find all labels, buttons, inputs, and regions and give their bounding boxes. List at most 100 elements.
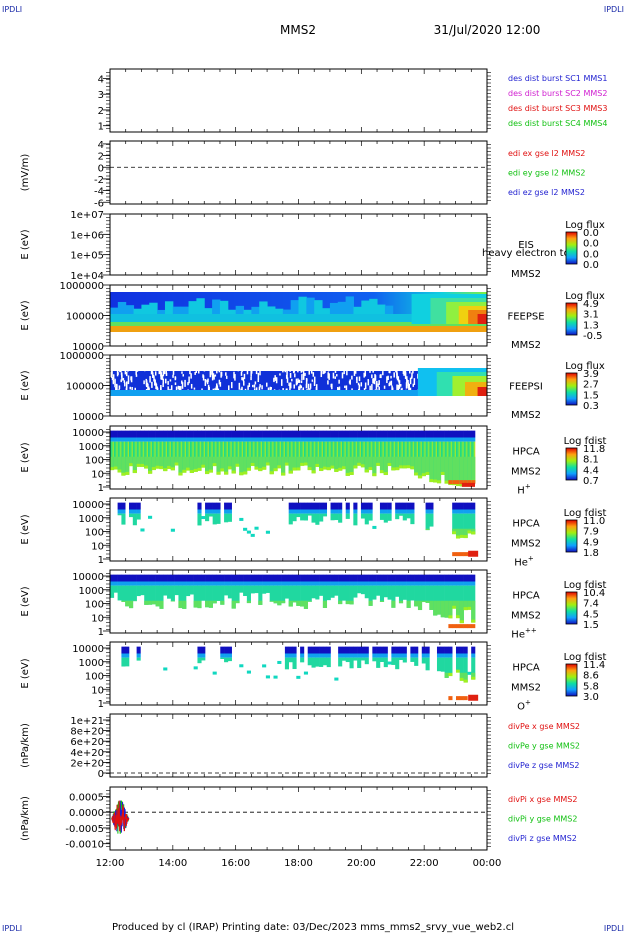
- spectrum-cell: [136, 581, 141, 586]
- spectrum-cell: [307, 600, 312, 602]
- colorbar-tick-label: 0.0: [583, 239, 599, 250]
- spectrum-cell: [425, 502, 430, 510]
- spectrum-cell: [463, 456, 468, 487]
- spectrum-cell: [288, 600, 293, 607]
- spectrum-cell: [193, 437, 198, 442]
- spectrum-cell: [387, 437, 392, 442]
- spectrum-cell: [208, 365, 210, 370]
- spectrum-cell: [125, 371, 128, 377]
- spectrum-cell: [216, 581, 221, 586]
- spectrum-cell: [281, 585, 286, 604]
- spectrum-cell: [364, 502, 369, 510]
- spectrum-cell: [459, 483, 464, 487]
- colorbar: [565, 372, 578, 406]
- spectrum-cell: [429, 430, 434, 438]
- spectrum-cell: [135, 369, 137, 375]
- series-line: [111, 800, 130, 832]
- colorbar-title: Log flux: [565, 291, 605, 302]
- spectrum-cell: [182, 585, 187, 609]
- colorbar-title: Log fdist: [564, 436, 607, 447]
- spectrum-cell: [398, 657, 404, 660]
- spectrum-cell: [452, 600, 457, 609]
- spectrum-cell: [330, 581, 335, 586]
- spectrum-cell: [395, 467, 400, 471]
- spectrum-cell: [349, 379, 351, 385]
- spectrum-cell: [110, 456, 115, 470]
- spectrum-cell: [296, 381, 298, 385]
- spectrum-cell: [368, 441, 373, 470]
- spectrum-cell: [132, 502, 137, 510]
- spectrum-cell: [402, 513, 407, 521]
- y-tick-label: 1000: [79, 658, 104, 669]
- spectrum-cell: [216, 437, 221, 442]
- spectrum-cell: [253, 388, 256, 391]
- spectrum-cell: [410, 441, 415, 470]
- spectrum-cell: [201, 437, 206, 442]
- spectrum-cell: [311, 379, 314, 382]
- spectrum-cell: [393, 365, 396, 370]
- spectrum-cell: [391, 600, 396, 608]
- colorbar-tick-label: 2.7: [583, 380, 599, 391]
- spectrum-cell: [300, 585, 305, 607]
- spectrum-cell: [129, 456, 134, 466]
- spectrum-cell: [242, 377, 245, 382]
- spectrum-cell: [254, 466, 259, 470]
- spectrum-cell: [311, 470, 316, 474]
- spectrum-cell: [436, 657, 442, 672]
- spectrum-cell: [279, 373, 281, 376]
- spectrum-cell: [284, 367, 287, 373]
- spectrum-cell: [338, 574, 343, 582]
- spectrum-cell: [274, 308, 284, 314]
- spectrum-cell: [243, 581, 248, 586]
- spectrum-cell: [463, 528, 468, 538]
- spectrum-cell: [279, 365, 282, 369]
- spectrum-cell: [436, 600, 442, 615]
- spectrum-cell: [436, 574, 442, 582]
- spectrum-cell: [296, 467, 301, 471]
- spectrum-cell: [303, 585, 309, 609]
- spectrum-cell: [300, 509, 305, 514]
- y-axis-label: E (eV): [20, 229, 31, 259]
- spectrum-cell: [414, 657, 419, 666]
- spectrum-cell: [111, 369, 113, 376]
- spectrum-cell: [330, 441, 335, 469]
- spectrum-cell: [246, 670, 251, 674]
- spectrum-cell: [164, 301, 174, 314]
- spectrum-cell: [162, 371, 165, 377]
- spectrum-cell: [311, 509, 316, 514]
- spectrum-cell: [284, 574, 289, 582]
- spectrum-cell: [448, 673, 453, 677]
- spectrum-cell: [277, 441, 282, 469]
- spectrum-cell: [459, 581, 464, 586]
- spectrum-cell: [258, 430, 263, 438]
- spectrum-cell: [136, 441, 141, 467]
- spectrum-cell: [319, 441, 324, 471]
- spectrum-cell: [301, 365, 303, 371]
- spectrum-cell: [121, 657, 126, 667]
- spectrum-cell: [387, 661, 392, 665]
- spectrum-cell: [398, 574, 404, 582]
- spectrum-cell: [120, 367, 122, 372]
- spectrum-cell: [409, 366, 412, 370]
- spectrum-cell: [326, 456, 331, 470]
- spectrum-cell: [455, 696, 461, 701]
- colorbar-tick-label: 0.7: [583, 476, 599, 487]
- spectrum-cell: [170, 581, 175, 586]
- spectrum-cell: [125, 381, 128, 389]
- spectrum-cell: [265, 437, 270, 442]
- y-tick-label: 100000: [66, 312, 104, 323]
- spectrum-cell: [246, 456, 251, 471]
- spectrum-cell: [258, 365, 260, 369]
- spectrum-cell: [440, 437, 445, 442]
- spectrum-cell: [269, 437, 274, 442]
- spectrum-cell: [345, 430, 350, 438]
- colorbar-tick-label: 11.0: [583, 516, 605, 527]
- spectrum-cell: [452, 430, 457, 438]
- spectrum-cell: [216, 430, 221, 438]
- spectrum-cell: [110, 307, 119, 314]
- spectrum-cell: [368, 574, 373, 582]
- spectrum-cell: [162, 383, 164, 388]
- spectrum-cell: [398, 653, 404, 658]
- spectrum-cell: [292, 513, 297, 522]
- spectrum-cell: [225, 372, 227, 376]
